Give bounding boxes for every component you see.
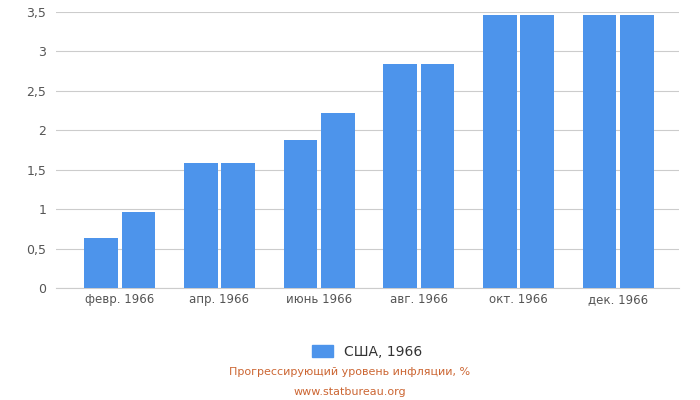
Bar <box>620 15 654 288</box>
Legend: США, 1966: США, 1966 <box>312 345 423 359</box>
Bar <box>582 15 616 288</box>
Bar <box>221 164 255 288</box>
Bar <box>321 113 355 288</box>
Bar <box>122 212 155 288</box>
Bar <box>483 15 517 288</box>
Text: Прогрессирующий уровень инфляции, %: Прогрессирующий уровень инфляции, % <box>230 367 470 377</box>
Bar <box>85 238 118 288</box>
Bar <box>184 164 218 288</box>
Bar <box>421 64 454 288</box>
Bar <box>384 64 417 288</box>
Text: www.statbureau.org: www.statbureau.org <box>294 387 406 397</box>
Bar <box>520 15 554 288</box>
Bar <box>284 140 317 288</box>
